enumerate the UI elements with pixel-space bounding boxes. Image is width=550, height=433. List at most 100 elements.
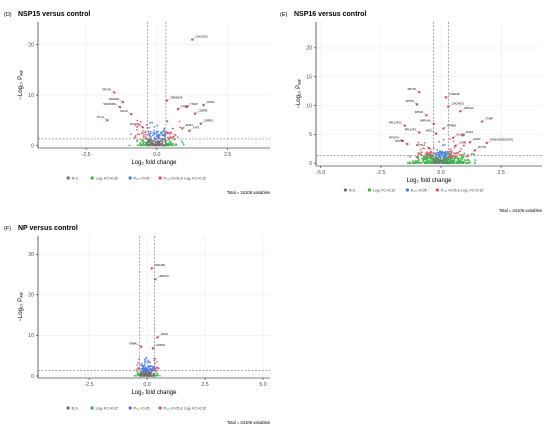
grid [38,22,270,148]
gene-connector [189,128,193,131]
gene-label: RN7SL1 [416,143,426,147]
data-point [460,156,463,159]
gene-connector [186,105,190,108]
gene-label: DDX3 [161,332,168,336]
data-point [146,127,149,129]
data-point [149,130,152,133]
legend-label-padj: Pₐₔⱼ <0.05 [411,187,427,192]
data-point [437,154,440,156]
data-point [155,132,158,135]
y-axis-label: −Log₁₀ Pₐₔⱼ [296,79,302,108]
point-cloud [406,138,477,165]
legend-label-log2fc: Log₂ FC>0.32 [96,406,118,410]
data-point [149,143,151,146]
gene-label: DDIT4 [207,100,215,104]
y-tick-label: 20 [306,46,312,52]
data-point [168,139,171,142]
y-tick-label: 10 [306,103,312,109]
data-point [150,140,152,143]
data-point [467,155,470,158]
x-tick-label: -2.5 [376,170,385,176]
data-point [423,156,426,160]
data-point [169,136,172,138]
data-point [463,141,466,144]
data-point [158,142,161,145]
gene-connector [462,133,466,136]
gene-connector [413,102,418,105]
data-point [147,130,150,133]
data-point [141,374,143,376]
data-point [172,127,174,130]
total-variables: Total = 34106 variables [227,190,270,195]
data-point [154,144,156,147]
data-point [145,124,148,126]
data-point [408,155,412,158]
data-point [441,161,443,164]
data-point [470,152,473,156]
data-point [133,137,136,140]
data-point [165,139,168,142]
data-point [452,140,455,143]
data-point [436,151,439,154]
y-axis-label: −Log₁₀ Pₐₔⱼ [18,70,24,99]
data-point [441,144,444,147]
data-point [136,133,139,136]
data-point [152,140,155,143]
data-point [149,122,152,124]
data-point [162,141,164,144]
gene-label: EGR1 [186,123,194,127]
legend-label-ns: N.S. [349,188,356,192]
data-point [167,143,169,145]
gene-label: TXNIP [190,102,198,106]
data-point [449,138,451,141]
data-point [463,159,466,161]
x-tick-label: 2.5 [498,170,505,176]
data-point [429,159,431,161]
panel-letter: (D) [4,12,12,18]
gene-point [130,113,133,116]
data-point [432,161,435,165]
gene-connector [116,105,121,108]
legend-swatch-padj [128,406,132,410]
gene-label: RPLP0 [103,87,112,91]
data-point [154,357,157,360]
data-point [458,160,461,163]
data-point [182,143,185,146]
data-point [136,140,138,142]
data-point [450,153,453,156]
gene-point [418,91,421,94]
x-tick-label: -5.0 [316,170,325,176]
data-point [145,371,148,373]
grid [38,236,270,378]
gene-point [401,139,404,142]
data-point [429,160,433,163]
gene-label: TMEM158 [170,95,183,99]
gene-connector [474,148,478,151]
data-point [154,138,157,141]
data-point [171,144,174,147]
gene-label: STARD3NL [103,102,117,106]
gene-connector [152,346,156,349]
data-point [450,156,453,159]
gene-point [403,124,407,127]
total-variables: Total = 34106 variables [499,208,542,213]
gene-connector [177,107,182,110]
data-point [172,142,174,145]
data-point [423,141,426,144]
data-point [152,131,155,134]
data-point [147,361,150,363]
data-point [150,370,153,373]
data-point [433,157,436,160]
data-point [143,144,146,147]
x-tick-label: 0.0 [143,382,150,388]
data-point [437,158,440,161]
volcano-np: (F) NP versus control -2.5 0.0 2.5 5.0 0 10 20 30… [4,225,270,425]
data-point [436,161,439,164]
y-tick-label: 0 [31,143,34,149]
data-point [160,144,163,147]
data-point [149,137,151,140]
data-point [173,133,176,136]
data-point [163,138,166,141]
gene-point [106,119,109,122]
